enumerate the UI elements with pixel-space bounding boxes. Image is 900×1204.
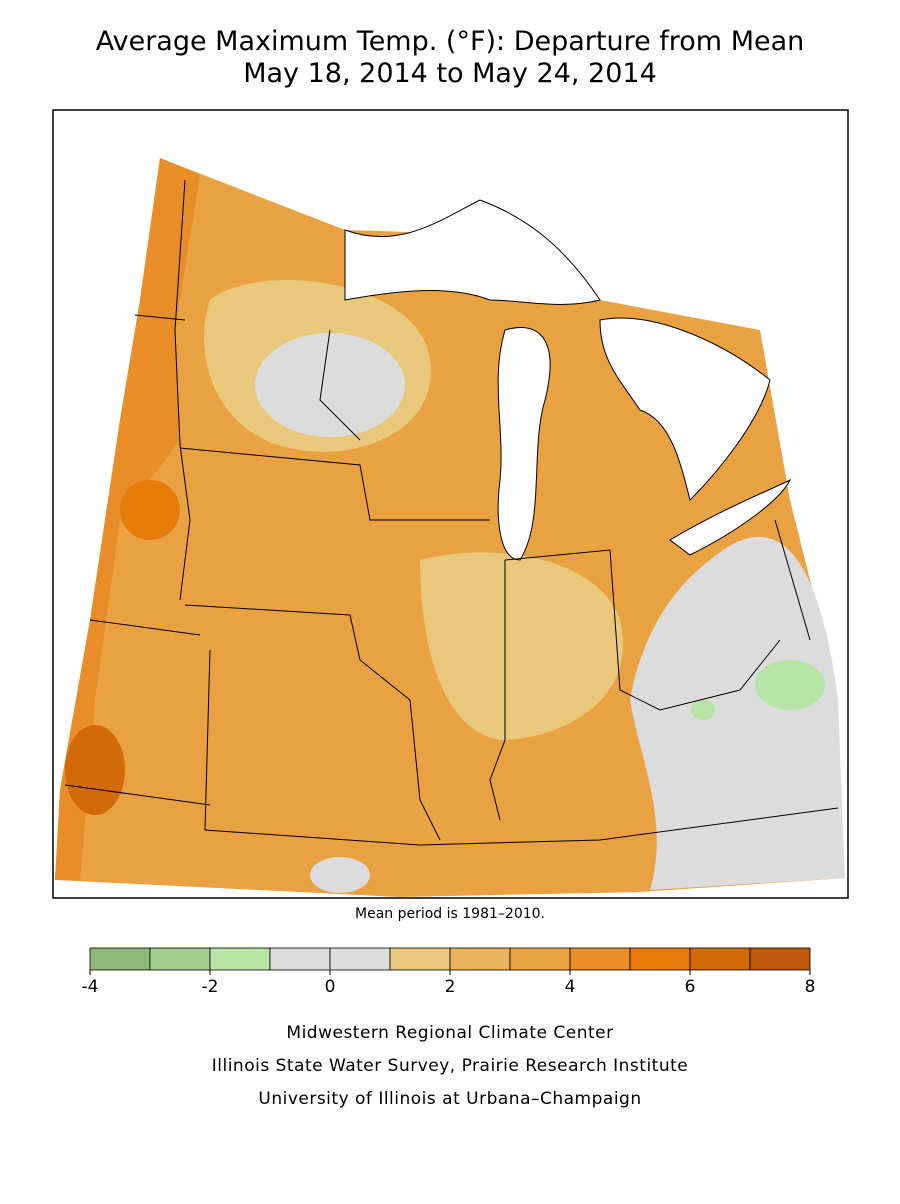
field-neutral	[630, 536, 845, 890]
legend-tick-label: -4	[82, 977, 99, 997]
legend-swatch	[749, 947, 811, 971]
legend-tick-label: 6	[685, 977, 696, 997]
legend-swatch	[389, 947, 451, 971]
subtitle: May 18, 2014 to May 24, 2014	[243, 58, 657, 89]
note: Mean period is 1981–2010.	[355, 906, 545, 922]
border	[174, 179, 191, 601]
field-warm	[55, 158, 200, 880]
border	[179, 447, 490, 521]
legend-swatch	[629, 947, 691, 971]
field-neutral	[255, 333, 405, 437]
credit: Midwestern Regional Climate Center	[286, 1023, 613, 1043]
border	[319, 329, 361, 441]
border	[89, 619, 201, 636]
legend-swatch	[569, 947, 631, 971]
lake-michigan	[497, 327, 551, 561]
legend: -4 -2 0 2 4 6 8	[82, 947, 816, 997]
credit: Illinois State Water Survey, Prairie Res…	[212, 1056, 688, 1076]
legend-tick-label: 4	[565, 977, 576, 997]
legend-swatch	[509, 947, 571, 971]
field-hot	[65, 725, 125, 815]
field-hot	[120, 480, 180, 540]
lake-superior	[344, 199, 601, 305]
legend-swatch	[449, 947, 511, 971]
legend-tick-label: 0	[325, 977, 336, 997]
legend-swatch	[149, 947, 211, 971]
border	[504, 549, 781, 711]
lake-huron	[599, 317, 771, 501]
legend-swatch	[689, 947, 751, 971]
state-lines	[64, 179, 839, 846]
legend-tick-label: -2	[202, 977, 219, 997]
field-cool	[691, 700, 715, 720]
border	[184, 604, 441, 841]
lake-erie	[669, 478, 792, 556]
legend-swatch	[89, 947, 151, 971]
border	[774, 519, 811, 641]
field-neutral	[310, 857, 370, 893]
legend-tick-label: 2	[445, 977, 456, 997]
legend-swatch	[209, 947, 271, 971]
legend-swatch	[329, 947, 391, 971]
border	[204, 649, 839, 846]
field-cool	[755, 660, 825, 710]
map	[52, 109, 849, 899]
title: Average Maximum Temp. (°F): Departure fr…	[96, 26, 805, 57]
field-mild	[420, 552, 624, 740]
border	[64, 784, 211, 806]
border	[134, 314, 186, 321]
legend-tick-label: 8	[805, 977, 816, 997]
credit: University of Illinois at Urbana–Champai…	[258, 1089, 641, 1109]
legend-swatch	[269, 947, 331, 971]
border	[489, 560, 506, 821]
